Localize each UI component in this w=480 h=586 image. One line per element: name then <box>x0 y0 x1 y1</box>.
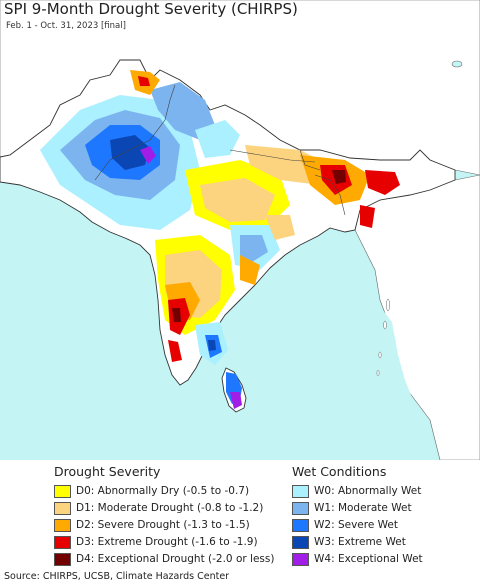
gulf-of-martaban <box>375 300 425 440</box>
legend-item-w0: W0: Abnormally Wet <box>292 483 421 499</box>
swatch-d3 <box>54 535 71 549</box>
legend-item-d3: D3: Extreme Drought (-1.6 to -1.9) <box>54 534 258 550</box>
drought-map <box>0 0 480 460</box>
legend-item-w3: W3: Extreme Wet <box>292 534 406 550</box>
legend-label-w2: W2: Severe Wet <box>314 519 398 531</box>
legend-item-d1: D1: Moderate Drought (-0.8 to -1.2) <box>54 500 263 516</box>
wet-legend-title: Wet Conditions <box>292 464 387 479</box>
legend-item-w2: W2: Severe Wet <box>292 517 398 533</box>
swatch-w1 <box>292 501 309 515</box>
drought-legend-title: Drought Severity <box>54 464 161 479</box>
legend-label-d4: D4: Exceptional Drought (-2.0 or less) <box>76 553 275 565</box>
legend-label-w4: W4: Exceptional Wet <box>314 553 423 565</box>
legend-label-d3: D3: Extreme Drought (-1.6 to -1.9) <box>76 536 258 548</box>
legend-label-d0: D0: Abnormally Dry (-0.5 to -0.7) <box>76 485 250 497</box>
legend-label-w1: W1: Moderate Wet <box>314 502 412 514</box>
country-borders <box>94 84 346 216</box>
legend-label-w0: W0: Abnormally Wet <box>314 485 422 497</box>
lake <box>451 60 463 68</box>
swatch-d2 <box>54 518 71 532</box>
swatch-w2 <box>292 518 309 532</box>
map-title: SPI 9-Month Drought Severity (CHIRPS) <box>4 0 298 18</box>
swatch-w3 <box>292 535 309 549</box>
swatch-d0 <box>54 484 71 498</box>
source-credit: Source: CHIRPS, UCSB, Climate Hazards Ce… <box>4 571 230 582</box>
swatch-w4 <box>292 552 309 566</box>
legend-item-w4: W4: Exceptional Wet <box>292 551 423 567</box>
legend: Drought Severity Wet Conditions D0: Abno… <box>0 460 480 572</box>
swatch-w0 <box>292 484 309 498</box>
andaman-islands <box>376 298 390 376</box>
legend-item-d0: D0: Abnormally Dry (-0.5 to -0.7) <box>54 483 249 499</box>
legend-item-d4: D4: Exceptional Drought (-2.0 or less) <box>54 551 274 567</box>
swatch-d4 <box>54 552 71 566</box>
legend-label-w3: W3: Extreme Wet <box>314 536 406 548</box>
map-subtitle: Feb. 1 - Oct. 31, 2023 [final] <box>6 21 126 31</box>
legend-label-d2: D2: Severe Drought (-1.3 to -1.5) <box>76 519 250 531</box>
legend-label-d1: D1: Moderate Drought (-0.8 to -1.2) <box>76 502 264 514</box>
legend-item-w1: W1: Moderate Wet <box>292 500 412 516</box>
swatch-d1 <box>54 501 71 515</box>
legend-item-d2: D2: Severe Drought (-1.3 to -1.5) <box>54 517 250 533</box>
